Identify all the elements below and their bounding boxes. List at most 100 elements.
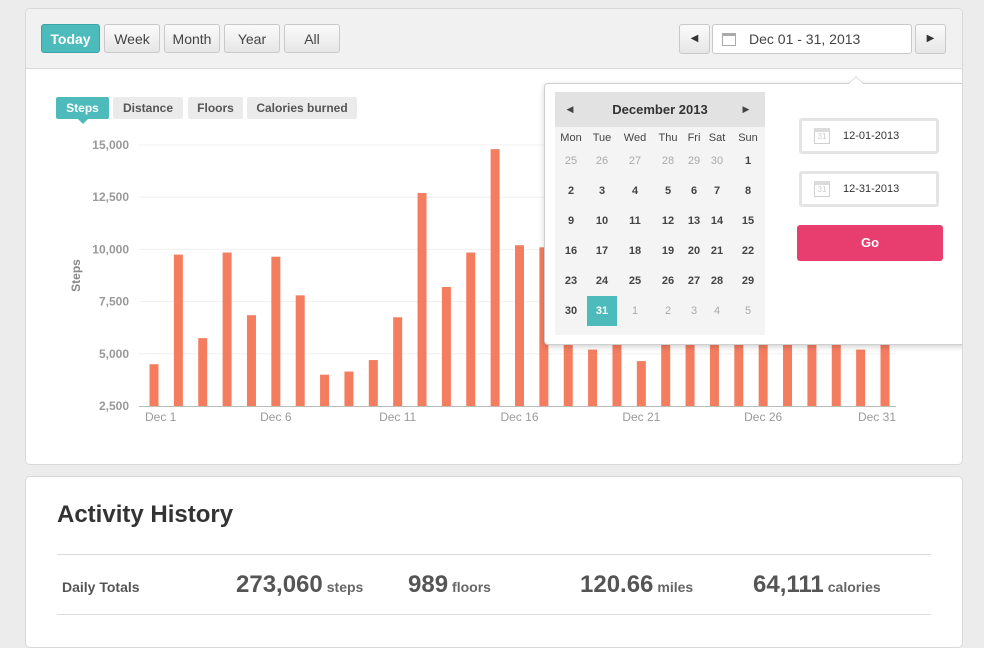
bar-dec-6	[271, 256, 281, 406]
calendar-day[interactable]: 28	[710, 275, 724, 287]
calendar-day[interactable]: 29	[741, 275, 755, 287]
bar-dec-31	[880, 332, 890, 406]
bar-dec-19	[588, 349, 598, 406]
calendar-day[interactable]: 13	[687, 215, 701, 227]
calendar-day[interactable]: 10	[595, 215, 609, 227]
date-range-field[interactable]: Dec 01 - 31, 2013	[712, 24, 912, 54]
calendar-day[interactable]: 25	[564, 155, 578, 167]
bar-dec-7	[295, 295, 305, 406]
calendar-day[interactable]: 17	[595, 245, 609, 257]
calendar-day[interactable]: 27	[687, 275, 701, 287]
calendar-day[interactable]: 5	[664, 185, 672, 197]
calendar-day[interactable]: 12	[661, 215, 675, 227]
activity-history-panel: Activity History Daily Totals 273,060 ste…	[25, 476, 963, 648]
prev-range-button[interactable]: ◀	[679, 24, 710, 54]
y-tick-label: 5,000	[99, 347, 129, 361]
activity-history-title: Activity History	[57, 501, 234, 528]
bar-dec-3	[198, 338, 208, 406]
weekday-label: Sun	[738, 132, 758, 144]
calendar-day[interactable]: 16	[564, 245, 578, 257]
calendar-day[interactable]: 8	[744, 185, 752, 197]
calendar-day[interactable]: 30	[710, 155, 724, 167]
caret-left-icon: ◀	[690, 33, 699, 44]
bar-dec-25	[734, 312, 744, 406]
calendar-day[interactable]: 1	[744, 155, 752, 167]
today-button[interactable]: Today	[41, 24, 100, 53]
bar-dec-23	[685, 312, 695, 406]
calendar-day[interactable]: 22	[741, 245, 755, 257]
calendar-day[interactable]: 15	[741, 215, 755, 227]
week-button[interactable]: Week	[104, 24, 160, 53]
calendar-day[interactable]: 4	[713, 305, 721, 317]
date-range-label: Dec 01 - 31, 2013	[749, 31, 861, 47]
calendar-day[interactable]: 1	[631, 305, 639, 317]
calendar-day[interactable]: 26	[595, 155, 609, 167]
dashboard-panel: Today Week Month Year All ◀ Dec 01 - 31,…	[25, 8, 963, 465]
calendar-day[interactable]: 26	[661, 275, 675, 287]
tab-steps[interactable]: Steps	[56, 97, 109, 124]
tab-calories-burned[interactable]: Calories burned	[247, 97, 357, 119]
weekday-label: Fri	[687, 132, 701, 144]
calendar-day[interactable]: 18	[628, 245, 642, 257]
calendar-day[interactable]: 6	[690, 185, 698, 197]
x-tick-label: Dec 21	[622, 410, 660, 424]
calendar-header: December 2013 ◀ ▶	[555, 92, 765, 127]
all-button[interactable]: All	[284, 24, 340, 53]
calendar-day[interactable]: 4	[631, 185, 639, 197]
stat-miles: 120.66 miles	[580, 571, 693, 599]
range-toolbar: Today Week Month Year All ◀ Dec 01 - 31,…	[26, 9, 962, 69]
calendar-day[interactable]: 30	[564, 305, 578, 317]
bar-dec-17	[539, 247, 549, 406]
calendar-day[interactable]: 25	[628, 275, 642, 287]
calendar-day[interactable]: 5	[744, 305, 752, 317]
calendar-day[interactable]: 29	[687, 155, 701, 167]
bar-dec-30	[856, 349, 866, 406]
calendar-day[interactable]: 20	[687, 245, 701, 257]
calendar-day[interactable]: 9	[567, 215, 575, 227]
calendar-day[interactable]: 3	[690, 305, 698, 317]
weekday-label: Mon	[560, 132, 582, 144]
bar-dec-1	[149, 364, 159, 406]
go-button[interactable]: Go	[797, 225, 943, 261]
y-axis-label: Steps	[69, 259, 83, 292]
tab-distance[interactable]: Distance	[113, 97, 183, 119]
caret-right-icon: ▶	[926, 33, 935, 44]
next-range-button[interactable]: ▶	[915, 24, 946, 54]
calendar-day[interactable]: 14	[710, 215, 724, 227]
caret-right-icon: ▶	[742, 104, 750, 114]
bar-dec-5	[246, 315, 256, 406]
calendar-day[interactable]: 21	[710, 245, 724, 257]
stat-unit: floors	[452, 579, 491, 595]
bar-dec-11	[393, 317, 403, 406]
bar-dec-4	[222, 252, 232, 406]
calendar-day[interactable]: 2	[664, 305, 672, 317]
calendar-day[interactable]: 19	[661, 245, 675, 257]
weekday-label: Sat	[708, 132, 726, 144]
stat-value: 273,060	[236, 571, 323, 598]
next-month-button[interactable]: ▶	[735, 92, 757, 127]
calendar-day[interactable]: 3	[598, 185, 606, 197]
calendar-day[interactable]: 28	[661, 155, 675, 167]
x-tick-label: Dec 11	[379, 410, 416, 424]
calendar-icon: 31	[814, 181, 830, 197]
bar-dec-21	[636, 361, 646, 406]
bar-dec-26	[758, 314, 768, 406]
year-button[interactable]: Year	[224, 24, 280, 53]
prev-month-button[interactable]: ◀	[559, 92, 581, 127]
calendar-day[interactable]: 7	[713, 185, 721, 197]
calendar-day[interactable]: 24	[595, 275, 609, 287]
stat-value: 989	[408, 571, 449, 598]
x-tick-label: Dec 31	[858, 410, 896, 424]
calendar-day[interactable]: 2	[567, 185, 575, 197]
calendar-day[interactable]: 11	[629, 215, 641, 227]
start-date-field[interactable]: 31 12-01-2013	[799, 118, 939, 154]
bar-dec-29	[831, 322, 841, 406]
calendar-day-selected[interactable]: 31	[587, 296, 617, 326]
stat-unit: calories	[827, 579, 881, 595]
calendar-day[interactable]: 23	[564, 275, 578, 287]
end-date-field[interactable]: 31 12-31-2013	[799, 171, 939, 207]
month-button[interactable]: Month	[164, 24, 220, 53]
calendar-icon	[722, 33, 736, 46]
calendar-day[interactable]: 27	[628, 155, 642, 167]
tab-floors[interactable]: Floors	[188, 97, 243, 119]
